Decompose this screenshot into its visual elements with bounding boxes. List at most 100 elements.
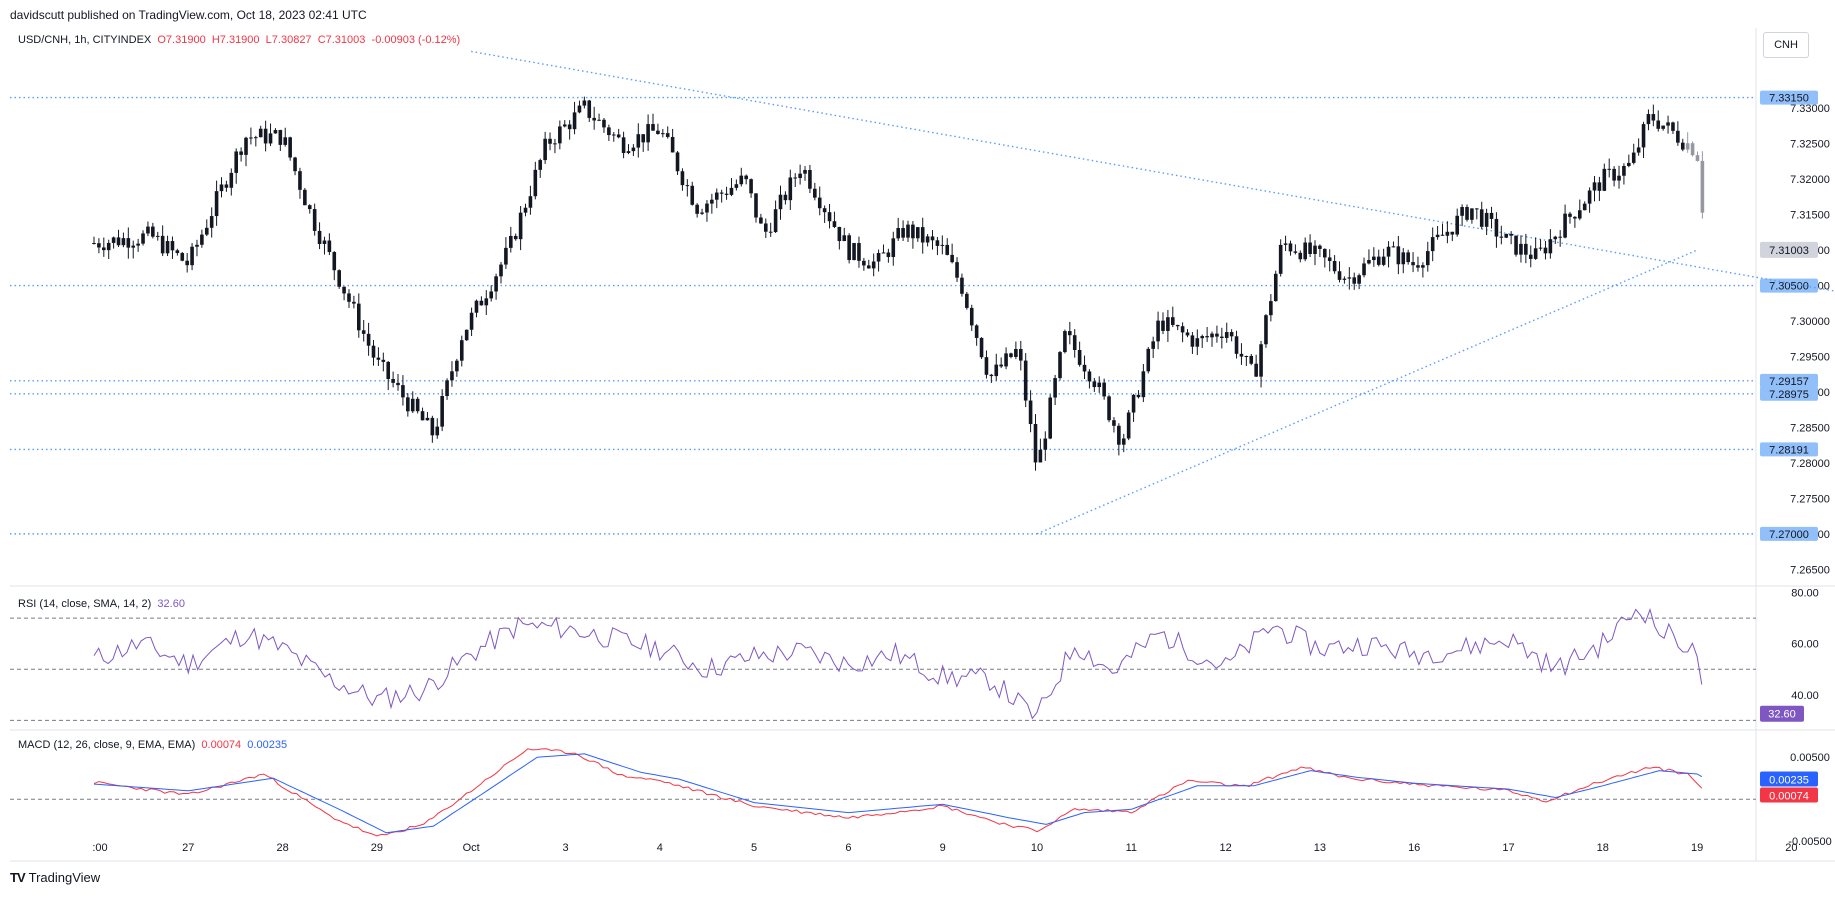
candle-body — [754, 193, 758, 218]
signal-value-label: 0.00235 — [1769, 774, 1809, 786]
macd-tick-label: 0.00500 — [1790, 752, 1830, 764]
level-badge — [1760, 90, 1818, 105]
current-price-badge — [1760, 241, 1818, 258]
candle-body — [1666, 122, 1670, 126]
candle-body — [543, 138, 547, 161]
candle-body — [97, 243, 101, 248]
candle-body — [680, 171, 685, 186]
level-label: 7.27000 — [1769, 529, 1809, 541]
candle-body — [1352, 277, 1357, 284]
candle-body — [616, 134, 621, 138]
candle-body — [459, 340, 464, 361]
candle-body — [685, 185, 690, 187]
candle-body — [1190, 335, 1195, 347]
candle-body — [136, 243, 140, 246]
candle-body — [587, 100, 592, 118]
x-tick-label: 29 — [371, 842, 383, 854]
rsi-label[interactable]: RSI (14, close, SMA, 14, 2) — [18, 598, 152, 610]
candle-body — [710, 199, 714, 204]
candle-body — [553, 143, 557, 145]
candle-body — [371, 345, 376, 358]
candle-body — [1254, 363, 1258, 377]
candle-body — [1445, 231, 1450, 236]
y-tick-label: 7.27500 — [1790, 493, 1830, 505]
candle-body — [1367, 260, 1371, 264]
macd-value: 0.00074 — [201, 739, 242, 751]
candle-body — [631, 147, 636, 152]
candle-body — [607, 127, 611, 136]
candle-body — [1406, 252, 1410, 263]
macd-label[interactable]: MACD (12, 26, close, 9, EMA, EMA) — [18, 739, 196, 751]
candle-body — [1112, 420, 1116, 426]
candle-body — [249, 137, 253, 139]
tradingview-logo[interactable]: TV TradingView — [10, 870, 100, 885]
candle-body — [857, 243, 861, 261]
candle-body — [1323, 248, 1327, 258]
candle-body — [391, 378, 395, 383]
candle-body — [356, 303, 361, 331]
candle-body — [1592, 182, 1597, 191]
candle-body — [440, 396, 444, 427]
candle-body — [1278, 244, 1283, 274]
candle-body — [1661, 125, 1665, 129]
candle-body — [1646, 114, 1651, 125]
candle-body — [1200, 336, 1205, 339]
candle-body — [518, 212, 523, 240]
candle-body — [876, 253, 881, 262]
candle-body — [1077, 349, 1082, 365]
candle-body — [1009, 353, 1013, 357]
x-tick-label: :00 — [92, 842, 107, 854]
candle-body — [739, 175, 744, 185]
x-tick-label: 17 — [1502, 842, 1514, 854]
candle-body — [1685, 143, 1690, 150]
candle-body — [523, 207, 528, 213]
candle-body — [1597, 182, 1602, 191]
candle-body — [254, 137, 258, 139]
candle-body — [406, 397, 410, 412]
candle-body — [621, 137, 626, 154]
candle-body — [744, 175, 748, 180]
candle-body — [763, 223, 768, 232]
candle-body — [224, 184, 229, 188]
candle-body — [332, 252, 337, 271]
candle-body — [808, 169, 812, 189]
symbol-label[interactable]: USD/CNH, 1h, CITYINDEX — [18, 34, 152, 46]
candle-body — [209, 216, 214, 228]
open-value: O7.31900 — [157, 34, 206, 46]
candle-body — [1656, 120, 1661, 129]
candle-body — [1068, 331, 1072, 336]
level-badge — [1760, 442, 1818, 457]
candle-body — [871, 261, 876, 269]
candle-body — [1504, 233, 1509, 238]
candle-body — [1524, 243, 1528, 255]
x-tick-label: 3 — [562, 842, 568, 854]
candle-body — [469, 312, 474, 330]
macd-tick-label: -0.00500 — [1788, 836, 1831, 848]
x-tick-label: 9 — [940, 842, 946, 854]
candle-body — [1342, 278, 1347, 280]
candle-body — [656, 130, 660, 134]
candle-body — [337, 270, 341, 287]
candle-body — [1376, 256, 1381, 265]
currency-button[interactable]: CNH — [1763, 32, 1809, 58]
candle-body — [1283, 243, 1288, 245]
candle-body — [1538, 247, 1543, 249]
candle-body — [1636, 147, 1641, 153]
rsi-tick-label: 80.00 — [1791, 588, 1819, 600]
y-tick-label: 7.31500 — [1790, 210, 1830, 222]
candle-body — [1288, 243, 1293, 252]
candle-body — [1543, 247, 1548, 254]
candle-body — [513, 235, 518, 240]
candle-body — [425, 417, 430, 421]
x-tick-label: 11 — [1126, 842, 1137, 854]
candle-body — [813, 188, 817, 198]
candle-body — [1298, 252, 1303, 260]
candle-body — [1102, 382, 1106, 397]
candle-body — [489, 291, 493, 299]
candle-body — [1180, 326, 1185, 333]
candle-body — [376, 357, 381, 360]
candle-body — [1210, 333, 1214, 338]
candle-body — [901, 228, 905, 238]
candle-body — [1533, 248, 1538, 259]
